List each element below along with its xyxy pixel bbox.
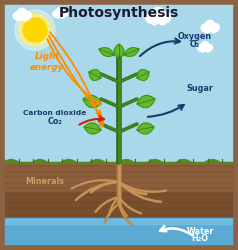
Text: H₂O: H₂O xyxy=(192,234,208,243)
Circle shape xyxy=(206,44,213,51)
Bar xyxy=(4,162,234,192)
Polygon shape xyxy=(114,44,124,59)
Text: Water: Water xyxy=(186,227,214,236)
Circle shape xyxy=(55,14,60,18)
Bar xyxy=(4,219,234,224)
Circle shape xyxy=(211,28,216,33)
Bar xyxy=(4,192,234,218)
Circle shape xyxy=(146,13,157,23)
Circle shape xyxy=(201,42,209,50)
Polygon shape xyxy=(4,160,234,164)
Text: Photosynthesis: Photosynthesis xyxy=(59,6,179,20)
Circle shape xyxy=(205,20,215,30)
Text: Co₂: Co₂ xyxy=(48,117,62,126)
Text: Oxygen: Oxygen xyxy=(178,32,212,41)
Circle shape xyxy=(212,24,219,31)
Polygon shape xyxy=(83,96,101,108)
Text: Minerals: Minerals xyxy=(25,178,64,186)
Circle shape xyxy=(23,18,47,42)
Circle shape xyxy=(19,14,51,46)
Polygon shape xyxy=(137,123,154,134)
Polygon shape xyxy=(89,70,101,80)
Circle shape xyxy=(17,8,27,18)
Circle shape xyxy=(159,17,166,25)
Text: Sugar: Sugar xyxy=(187,84,213,93)
Polygon shape xyxy=(124,48,139,56)
Text: Carbon dioxide: Carbon dioxide xyxy=(23,110,87,116)
Circle shape xyxy=(53,11,59,17)
Circle shape xyxy=(23,16,28,21)
Bar xyxy=(4,4,234,162)
Text: O₂: O₂ xyxy=(190,40,200,49)
Polygon shape xyxy=(137,96,155,108)
Circle shape xyxy=(204,28,210,33)
Circle shape xyxy=(201,24,209,32)
Circle shape xyxy=(56,8,64,16)
Circle shape xyxy=(61,10,68,17)
Polygon shape xyxy=(84,123,101,134)
Circle shape xyxy=(16,16,22,21)
Circle shape xyxy=(15,10,55,50)
Polygon shape xyxy=(137,70,149,80)
Circle shape xyxy=(160,12,171,22)
Text: Light
energy: Light energy xyxy=(30,52,64,72)
Circle shape xyxy=(198,45,204,51)
Circle shape xyxy=(13,12,21,20)
Bar xyxy=(4,218,234,245)
Circle shape xyxy=(151,8,165,21)
Circle shape xyxy=(205,48,210,52)
Circle shape xyxy=(60,14,65,18)
Circle shape xyxy=(150,17,158,25)
Polygon shape xyxy=(99,48,114,56)
Circle shape xyxy=(24,12,31,19)
Circle shape xyxy=(200,48,205,52)
